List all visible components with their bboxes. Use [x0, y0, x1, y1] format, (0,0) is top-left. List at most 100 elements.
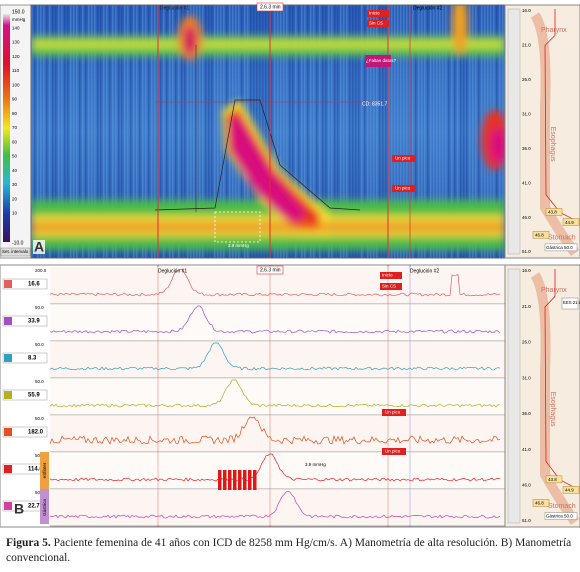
depth-label: 51.0 [522, 518, 531, 523]
gastric-label: Gástrica 50.0 [546, 245, 573, 250]
stomach-label: Stomach [548, 503, 576, 510]
trace [49, 342, 501, 371]
colorbar-tick: 70 [12, 125, 18, 130]
ues-box [561, 297, 579, 310]
stomach-label: Stomach [548, 235, 576, 242]
stripe [427, 5, 429, 258]
peak-2-tag [392, 185, 416, 192]
no-cs-label-b: Sin CS [382, 284, 396, 289]
stripe [175, 5, 177, 258]
interval-button[interactable] [0, 247, 31, 257]
stripe [37, 5, 39, 258]
colorbar [3, 14, 10, 242]
les-bar [218, 470, 222, 490]
start-label-b: Inicio [382, 273, 393, 278]
marker-label: 46.8 [535, 232, 544, 237]
stripe [112, 5, 114, 258]
stripe [184, 5, 186, 258]
time-marker: 2.6.3 min [260, 4, 281, 10]
stripe [379, 5, 381, 258]
stripe [295, 5, 297, 258]
stripe [292, 5, 294, 258]
esophagus-shape [530, 272, 580, 525]
depth-label: 16.0 [522, 268, 531, 273]
channel-swatch [4, 465, 12, 473]
start-tag-b [380, 272, 402, 279]
depth-label: 41.0 [522, 180, 531, 185]
stripe [205, 5, 207, 258]
channel-swatch [4, 354, 12, 362]
stripe [466, 5, 468, 258]
stripe [145, 5, 147, 258]
colorbar-tick: 110 [12, 68, 20, 73]
scale-label: 50.0 [35, 379, 44, 384]
depth-label: 16.0 [522, 8, 531, 13]
stripe [262, 5, 264, 258]
les-bar [238, 470, 242, 490]
depth-label: 31.0 [522, 111, 531, 116]
depth-label: 36.0 [522, 146, 531, 151]
channel-value: 114.0 [28, 467, 43, 473]
stripe [70, 5, 72, 258]
anatomy-b: 16.0 21.0 26.0 31.0 36.0 41.0 46.0 51.0 Pharynx E… [504, 264, 580, 528]
row-bg [50, 489, 505, 526]
stripe [160, 5, 162, 258]
stripe [469, 5, 471, 258]
trace [49, 379, 501, 408]
stripe [103, 5, 105, 258]
gastric-tab-label: Gástrica [42, 499, 47, 516]
stripe [322, 5, 324, 258]
colorbar-tick: 20 [12, 196, 18, 201]
stripe [136, 5, 138, 258]
stripe [106, 5, 108, 258]
stripe [313, 5, 315, 258]
swallow-1-label: Deglución #1 [160, 5, 189, 11]
les-bar [233, 470, 237, 490]
swallow-1-label-b: Deglución #1 [158, 268, 187, 274]
stripe [181, 5, 183, 258]
les-bar [248, 470, 252, 490]
no-cs-tag [367, 20, 389, 27]
pressure-label: 3.9 mmHg [228, 243, 249, 248]
stripe [391, 5, 393, 258]
trace [49, 490, 501, 519]
stripe [316, 5, 318, 258]
colorbar-tick: 30 [12, 182, 18, 187]
stripe [40, 5, 42, 258]
stripe [349, 5, 351, 258]
missing-label: ¿Faltan datos? [366, 58, 397, 63]
interval-button-label[interactable]: Set. intervalo [2, 249, 29, 254]
stripe [328, 5, 330, 258]
figure: 150.0 mmHg 140 130 120 110 100 90 80 70 60 50 40 30… [0, 2, 580, 528]
channel-value: 55.9 [28, 393, 40, 399]
channel-box [2, 278, 48, 290]
stripe [370, 5, 372, 258]
pressure-line [544, 269, 576, 489]
stripe [394, 5, 396, 258]
esophagus-label: Esophagus [549, 127, 556, 163]
stripe [310, 5, 312, 258]
stripe [100, 5, 102, 258]
trace [49, 269, 501, 297]
colorbar-unit: mmHg [12, 17, 26, 22]
stripe [202, 5, 204, 258]
depth-label: 51.0 [522, 249, 531, 254]
stripe [79, 5, 81, 258]
stripe [301, 5, 303, 258]
caption-label: Figura 5. [6, 537, 51, 549]
caption: Figura 5. Paciente femenina de 41 años c… [6, 536, 574, 566]
stripe [343, 5, 345, 258]
channel-value: 8.3 [28, 356, 37, 362]
stripe [64, 5, 66, 258]
colorbar-tick: 40 [12, 168, 18, 173]
stripe [463, 5, 465, 258]
dci-label: CD: 8351.7 [362, 101, 388, 107]
depth-label: 41.0 [522, 447, 531, 452]
catheter [507, 268, 521, 524]
swallow-2-label: Deglución #2 [413, 5, 442, 11]
scale-label: 50.0 [35, 490, 44, 495]
colorbar-tick: 120 [12, 54, 20, 59]
panel-b-label: B [14, 501, 24, 517]
stripe [307, 5, 309, 258]
